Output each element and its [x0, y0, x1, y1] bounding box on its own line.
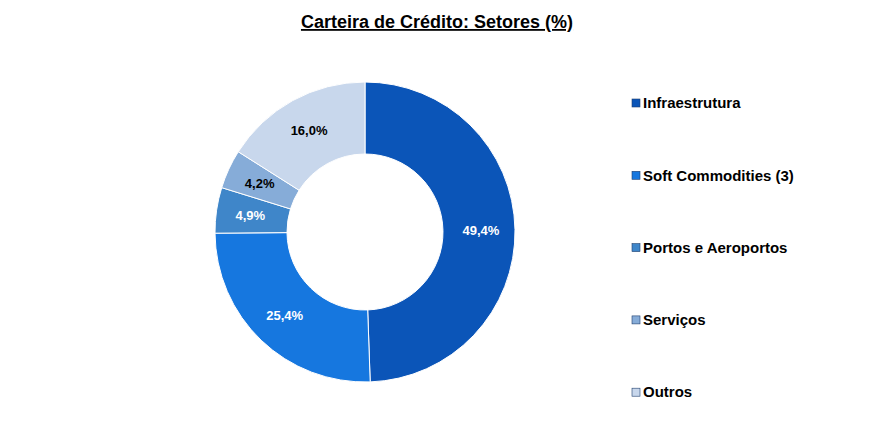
- slice: [365, 82, 515, 382]
- legend-label: Outros: [643, 383, 692, 400]
- legend-label: Serviços: [643, 311, 706, 328]
- legend-swatch: [632, 171, 640, 179]
- legend-label: Infraestrutura: [643, 94, 741, 111]
- chart: Carteira de Crédito: Setores (%) 49,4% 25,…: [0, 0, 879, 435]
- data-label: 25,4%: [266, 308, 303, 323]
- data-labels: 49,4% 25,4% 4,9% 4,2% 16,0%: [235, 123, 499, 323]
- legend-swatch: [632, 316, 640, 324]
- chart-title: Carteira de Crédito: Setores (%): [301, 12, 573, 32]
- legend: Infraestrutura Soft Commodities (3) Portos…: [632, 94, 794, 400]
- legend-swatch: [632, 99, 640, 107]
- legend-swatch: [632, 244, 640, 252]
- data-label: 16,0%: [291, 123, 328, 138]
- legend-label: Portos e Aeroportos: [643, 239, 787, 256]
- plot-area: [215, 82, 515, 382]
- donut: [215, 82, 515, 382]
- slice: [215, 233, 370, 382]
- data-label: 4,9%: [235, 208, 265, 223]
- legend-label: Soft Commodities (3): [643, 167, 794, 184]
- legend-swatch: [632, 388, 640, 396]
- data-label: 49,4%: [463, 223, 500, 238]
- slice: [238, 82, 365, 190]
- data-label: 4,2%: [245, 176, 275, 191]
